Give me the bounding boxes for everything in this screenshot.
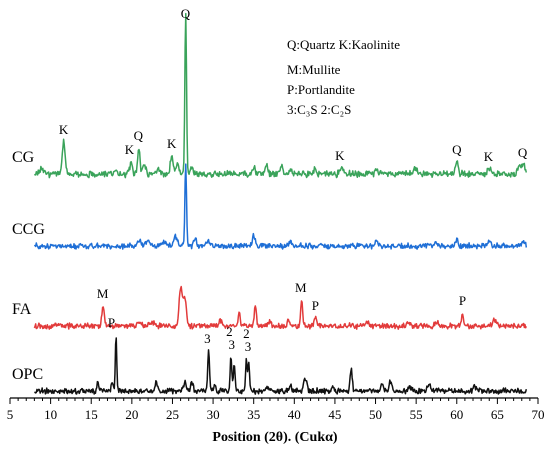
x-tick-label: 60 xyxy=(450,407,463,422)
x-tick-label: 40 xyxy=(288,407,301,422)
legend-line-mullite: M:Mullite xyxy=(287,62,341,77)
series-line-opc xyxy=(34,337,528,395)
series-line-cg xyxy=(33,12,528,179)
peak-label: Q xyxy=(518,145,528,160)
x-tick-label: 45 xyxy=(328,407,341,422)
legend-line-quartz-kaolinite: Q:Quartz K:Kaolinite xyxy=(287,37,400,52)
legend-line-portlandite: P:Portlandite xyxy=(287,82,355,97)
x-axis-title: Position (2θ). (Cukα) xyxy=(212,430,338,445)
peak-label: P xyxy=(108,315,115,330)
peak-label: 3 xyxy=(229,337,236,352)
series-line-fa xyxy=(33,285,527,330)
x-axis-tick-labels: 5 10 15 20 25 30 35 40 45 50 55 60 65 70 xyxy=(7,407,545,422)
peak-label: Q xyxy=(452,142,462,157)
x-tick-label: 30 xyxy=(207,407,220,422)
x-tick-label: 55 xyxy=(410,407,423,422)
curve-layer xyxy=(33,12,528,395)
x-tick-label: 70 xyxy=(532,407,545,422)
peak-label: K xyxy=(59,122,69,137)
legend: Q:Quartz K:Kaolinite M:Mullite P:Portlan… xyxy=(287,37,400,117)
x-axis-ticks xyxy=(9,398,539,404)
peak-label: P xyxy=(459,293,466,308)
x-tick-label: 5 xyxy=(7,407,14,422)
x-tick-label: 20 xyxy=(125,407,138,422)
x-tick-label: 25 xyxy=(166,407,179,422)
series-label-ccg: CCG xyxy=(12,221,45,238)
peak-label: 2 xyxy=(226,324,233,339)
x-tick-label: 50 xyxy=(369,407,382,422)
peak-label: K xyxy=(167,136,177,151)
series-label-cg: CG xyxy=(12,149,35,166)
peak-label: M xyxy=(97,286,109,301)
series-label-opc: OPC xyxy=(12,366,43,383)
x-tick-label: 10 xyxy=(44,407,57,422)
series-line-ccg xyxy=(33,163,528,250)
peak-label: K xyxy=(484,149,494,164)
peak-label: 3 xyxy=(204,331,211,346)
x-axis: 5 10 15 20 25 30 35 40 45 50 55 60 65 70 Position (2θ… xyxy=(7,397,545,445)
peak-label: 3 xyxy=(245,339,252,354)
x-tick-label: 65 xyxy=(491,407,504,422)
peak-label: K xyxy=(335,148,345,163)
peak-label: Q xyxy=(134,128,144,143)
peak-label: Q xyxy=(181,6,191,21)
peak-label: K xyxy=(125,142,135,157)
legend-line-c3s-c2s: 3:C₃S 2:C₂S xyxy=(287,102,351,117)
x-tick-label: 35 xyxy=(247,407,260,422)
series-name-layer: CG CCG FA OPC xyxy=(12,149,45,383)
peak-label: P xyxy=(312,298,319,313)
peak-label: M xyxy=(295,280,307,295)
peak-label: 2 xyxy=(243,326,250,341)
series-label-fa: FA xyxy=(12,301,32,318)
x-tick-label: 15 xyxy=(85,407,98,422)
